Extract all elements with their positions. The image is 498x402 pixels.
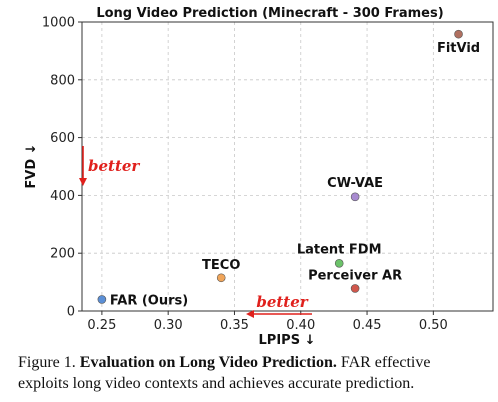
point-label-latent-fdm: Latent FDM	[297, 242, 382, 257]
data-points: FAR (Ours) TECO Latent FDM Perceiver AR CW-V…	[97, 29, 480, 308]
chart-title: Long Video Prediction (Minecraft - 300 F…	[96, 6, 443, 21]
y-axis-label: FVD ↓	[24, 143, 39, 188]
y-better-arrowhead	[79, 178, 87, 186]
point-far-ours	[97, 295, 107, 304]
x-tick-label: 0.40	[286, 318, 315, 333]
point-label-cw-vae: CW-VAE	[327, 176, 383, 191]
figure-caption: Figure 1. Evaluation on Long Video Predi…	[18, 352, 494, 394]
point-cw-vae	[350, 192, 360, 202]
x-better-label: better	[256, 293, 308, 311]
y-tick-label: 200	[50, 247, 75, 262]
caption-line-1: Figure 1. Evaluation on Long Video Predi…	[18, 352, 494, 373]
plot-area-frame	[81, 21, 494, 312]
x-better-annotation: better	[246, 293, 312, 318]
caption-line1-rest: FAR effective	[340, 354, 431, 371]
x-tick-label: 0.50	[419, 318, 448, 333]
y-better-label: better	[88, 157, 140, 175]
scatter-chart: Long Video Prediction (Minecraft - 300 F…	[24, 6, 494, 348]
x-better-arrowhead	[246, 310, 254, 318]
y-tick-label: 1000	[42, 16, 75, 31]
point-label-far-ours: FAR (Ours)	[110, 293, 188, 308]
x-axis-label: LPIPS ↓	[259, 333, 316, 348]
axis-ticks: 0.25 0.30 0.35 0.40 0.45 0.50 0 200 400 600 800 100…	[42, 16, 448, 334]
point-label-fitvid: FitVid	[437, 41, 480, 56]
x-tick-label: 0.30	[154, 318, 183, 333]
x-tick-label: 0.45	[353, 318, 382, 333]
point-perceiver-ar	[350, 284, 360, 293]
grid-lines	[82, 21, 493, 312]
x-tick-label: 0.35	[220, 318, 249, 333]
y-tick-label: 0	[67, 305, 75, 320]
point-latent-fdm	[334, 259, 344, 268]
caption-bold-title: Evaluation on Long Video Prediction.	[79, 354, 337, 371]
point-teco	[216, 273, 226, 283]
caption-line-2: exploits long video contexts and achieve…	[18, 375, 415, 392]
point-fitvid	[454, 29, 463, 39]
y-tick-label: 400	[50, 189, 75, 204]
y-better-annotation: better	[79, 146, 140, 186]
caption-figure-label: Figure 1.	[18, 354, 76, 371]
y-tick-label: 800	[50, 73, 75, 88]
point-label-teco: TECO	[202, 258, 240, 273]
point-label-perceiver-ar: Perceiver AR	[308, 268, 402, 283]
x-tick-label: 0.25	[87, 318, 116, 333]
y-tick-label: 600	[50, 131, 75, 146]
